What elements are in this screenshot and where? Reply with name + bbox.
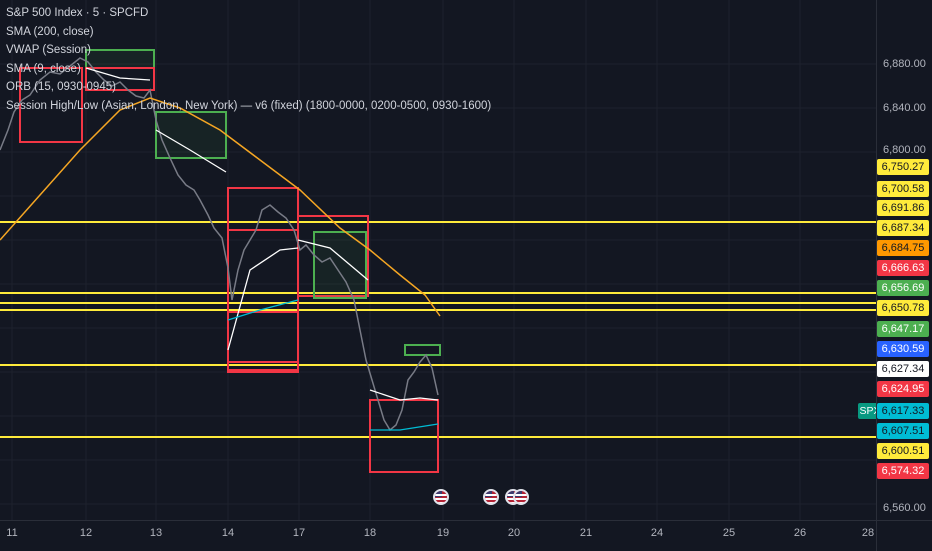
time-label: 12 (79, 527, 93, 539)
indicator-legend: S&P 500 Index · 5 · SPCFD SMA (200, clos… (6, 4, 491, 115)
price-tag: 6,650.78 (877, 300, 929, 316)
time-label: 28 (861, 527, 875, 539)
legend-item-orb[interactable]: ORB (15, 0930-0945) (6, 81, 116, 93)
price-tag: 6,656.69 (877, 280, 929, 296)
price-tag: 6,666.63 (877, 260, 929, 276)
price-tick: 6,840.00 (883, 102, 926, 114)
time-axis[interactable]: 11 12 13 14 17 18 19 20 21 24 25 26 28 (0, 520, 876, 551)
legend-item-sma-9[interactable]: SMA (9, close) (6, 62, 81, 75)
time-label: 14 (221, 527, 235, 539)
time-label: 21 (579, 527, 593, 539)
us-flag-icon[interactable] (483, 489, 499, 505)
legend-item-sma-200[interactable]: SMA (200, close) (6, 25, 94, 38)
price-tag: 6,574.32 (877, 463, 929, 479)
chart-pane[interactable]: S&P 500 Index · 5 · SPCFD SMA (200, clos… (0, 0, 882, 520)
key-level-lines[interactable] (0, 221, 876, 438)
sma-9-line (227, 299, 439, 431)
price-tag: 6,750.27 (877, 159, 929, 175)
price-tag: 6,630.59 (877, 341, 929, 357)
price-tag: 6,700.58 (877, 181, 929, 197)
time-label: 13 (149, 527, 163, 539)
us-flag-icon[interactable] (433, 489, 449, 505)
grid (0, 0, 876, 520)
price-tick: 6,800.00 (883, 144, 926, 156)
time-label: 26 (793, 527, 807, 539)
time-label: 18 (363, 527, 377, 539)
vwap-line (85, 67, 439, 401)
price-tick: 6,560.00 (883, 502, 926, 514)
price-tag: 6,627.34 (877, 361, 929, 377)
time-label: 17 (292, 527, 306, 539)
price-series (0, 57, 439, 432)
time-label: 24 (650, 527, 664, 539)
legend-item-session-high-low[interactable]: Session High/Low (Asian, London, New Yor… (6, 99, 492, 112)
price-tag: 6,607.51 (877, 423, 929, 439)
time-label: 25 (722, 527, 736, 539)
price-tag: 6,691.86 (877, 200, 929, 216)
us-flag-icon[interactable] (513, 489, 529, 505)
time-label: 11 (6, 527, 18, 539)
price-chart[interactable] (0, 0, 876, 520)
price-tag: 6,617.33 (877, 403, 929, 419)
legend-item-vwap[interactable]: VWAP (Session) (6, 44, 91, 56)
axis-corner[interactable] (876, 520, 932, 551)
price-tag: 6,600.51 (877, 443, 929, 459)
time-label: 19 (436, 527, 450, 539)
symbol-title[interactable]: S&P 500 Index · 5 · SPCFD (6, 7, 149, 19)
price-tag: 6,684.75 (877, 240, 929, 256)
price-tag: 6,647.17 (877, 321, 929, 337)
time-label: 20 (507, 527, 521, 539)
price-tag: 6,687.34 (877, 220, 929, 236)
price-tag: 6,624.95 (877, 381, 929, 397)
sma-200-line (0, 97, 441, 317)
price-tick: 6,880.00 (883, 58, 926, 70)
